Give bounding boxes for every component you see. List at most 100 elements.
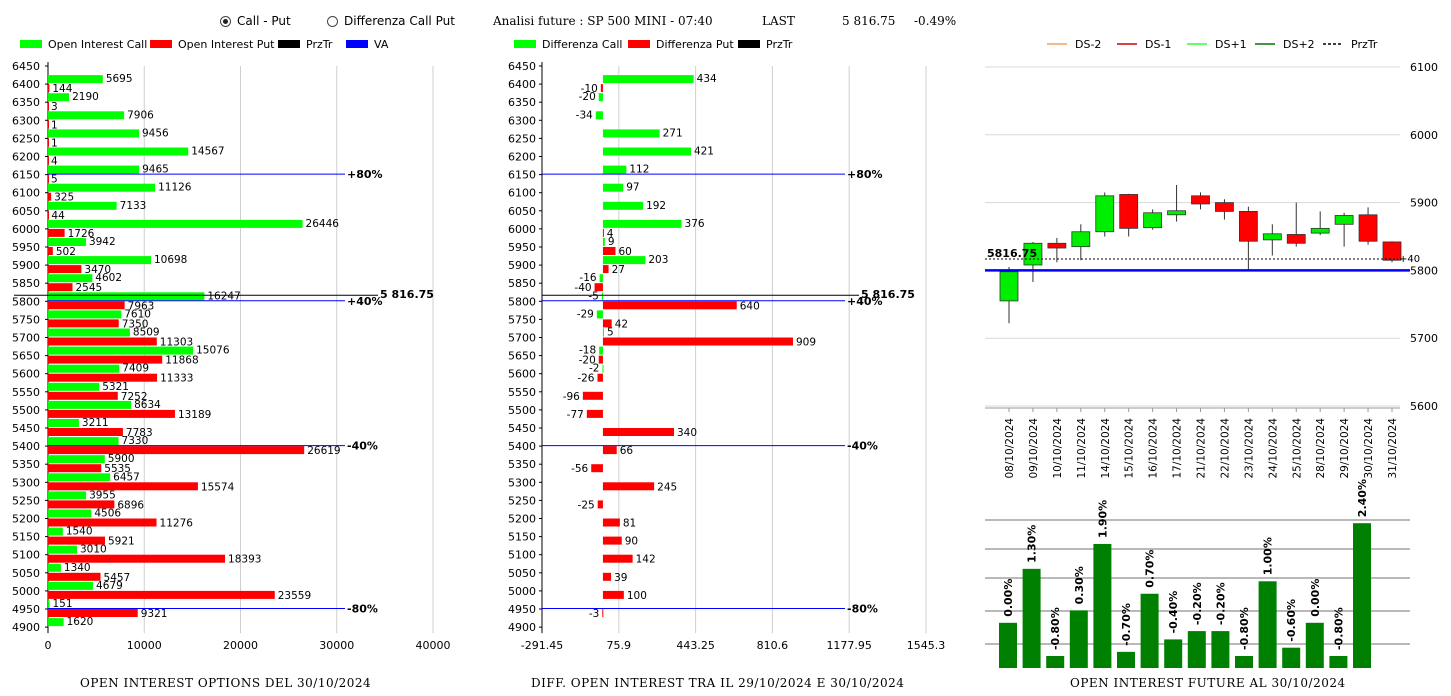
call-bar	[48, 600, 50, 608]
x-date-label: 22/10/2024	[1219, 418, 1231, 479]
strike-label: 6300	[508, 114, 536, 127]
strike-label: 5350	[12, 458, 40, 471]
put-value-label: 142	[636, 554, 656, 566]
put-bar	[48, 283, 73, 292]
future-bar	[1329, 656, 1348, 668]
call-bar	[599, 346, 603, 355]
put-bar	[598, 355, 603, 364]
put-bar	[48, 156, 49, 165]
call-value-label: 5321	[102, 381, 129, 393]
call-value-label: 14567	[191, 146, 224, 158]
put-value-label: 4	[607, 228, 614, 240]
strike-label: 5550	[12, 386, 40, 399]
strike-label: 6350	[508, 96, 536, 109]
candle-body	[1119, 194, 1139, 229]
strike-label: 6150	[508, 169, 536, 182]
put-value-label: 11276	[160, 518, 194, 530]
candle-body	[1143, 212, 1163, 229]
call-bar	[602, 238, 605, 246]
future-bar-label: 0.70%	[1144, 550, 1157, 588]
call-bar	[48, 364, 120, 373]
put-bar	[48, 120, 49, 129]
x-tick-label: 810.6	[757, 639, 789, 652]
put-value-label: 5	[51, 174, 58, 186]
call-bar	[602, 201, 644, 210]
va-label: +80%	[347, 168, 383, 181]
put-bar	[48, 391, 118, 400]
strike-label: 6050	[508, 205, 536, 218]
call-value-label: 3211	[82, 417, 109, 429]
call-bar	[48, 473, 111, 482]
call-value-label: 7610	[124, 308, 151, 320]
put-value-label: 18393	[228, 554, 261, 566]
put-value-label: 909	[796, 337, 816, 349]
put-value-label: -40	[574, 282, 591, 294]
put-value-label: 340	[677, 427, 697, 439]
put-value-label: 11303	[160, 337, 193, 349]
strike-label: 5450	[12, 422, 40, 435]
future-bar	[1305, 622, 1324, 668]
future-bar-label: 0.30%	[1073, 566, 1086, 604]
x-tick-label: 40000	[416, 639, 451, 652]
call-bar	[602, 75, 694, 84]
strike-label: 5800	[508, 295, 536, 308]
strike-label: 5050	[12, 567, 40, 580]
future-bar	[1211, 631, 1230, 668]
call-value-label: -2	[589, 363, 599, 375]
legend-label: PrzTr	[306, 38, 333, 51]
strike-label: 6450	[12, 60, 40, 73]
call-value-label: 7133	[120, 200, 147, 212]
strike-label: 6000	[508, 223, 536, 236]
strike-label: 5700	[12, 332, 40, 345]
put-value-label: 6896	[117, 499, 144, 511]
strike-label: 5600	[12, 368, 40, 381]
strike-label: 6400	[12, 78, 40, 91]
put-bar	[48, 265, 82, 274]
call-value-label: -5	[588, 290, 598, 302]
put-bar	[48, 355, 163, 364]
strike-label: 5250	[508, 494, 536, 507]
put-value-label: 9321	[141, 608, 168, 620]
legend-label: DS+2	[1283, 38, 1315, 51]
x-tick-label: 20000	[223, 639, 258, 652]
radio-diff[interactable]: Differenza Call Put	[327, 14, 455, 28]
x-tick-label: 30000	[319, 639, 354, 652]
call-value-label: -34	[576, 109, 593, 121]
legend-swatch	[20, 40, 42, 48]
put-bar	[48, 373, 158, 382]
future-bar	[999, 622, 1017, 668]
future-bar-label: 1.90%	[1096, 500, 1109, 538]
radio-call-put[interactable]: Call - Put	[220, 14, 291, 28]
call-bar	[48, 310, 122, 319]
future-bar-label: -0.70%	[1120, 603, 1133, 646]
put-value-label: 7350	[122, 318, 149, 330]
call-bar	[48, 346, 194, 355]
strike-label: 6300	[12, 114, 40, 127]
call-bar	[48, 238, 86, 246]
candle-body	[1334, 215, 1354, 225]
put-value-label: 44	[51, 210, 65, 222]
call-value-label: 434	[697, 73, 717, 85]
put-bar	[48, 518, 157, 527]
put-bar	[602, 265, 609, 274]
put-bar	[48, 301, 125, 310]
future-bar	[1282, 647, 1301, 668]
future-bar-label: -0.80%	[1238, 607, 1251, 650]
put-bar	[48, 337, 157, 346]
prztr-label: 5816.75	[987, 247, 1037, 260]
candle-body	[1191, 195, 1210, 205]
put-value-label: 2545	[75, 282, 102, 294]
radio-unselected-icon	[327, 15, 338, 27]
put-value-label: 5535	[104, 463, 131, 475]
strike-label: 6200	[12, 151, 40, 164]
call-bar	[595, 111, 603, 120]
put-bar	[591, 464, 603, 473]
legend-swatch	[150, 40, 172, 48]
future-bar-label: -0.20%	[1214, 582, 1227, 625]
call-value-label: 192	[646, 200, 666, 212]
put-value-label: 7783	[126, 427, 153, 439]
call-value-label: 10698	[154, 254, 187, 266]
strike-label: 6100	[12, 187, 40, 200]
legend-label: Differenza Put	[656, 38, 734, 51]
put-value-label: 23559	[278, 590, 311, 602]
